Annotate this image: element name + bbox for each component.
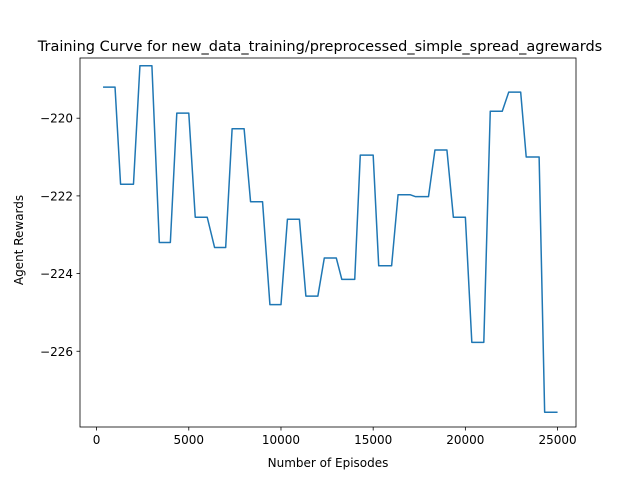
y-axis-label: Agent Rewards	[12, 195, 26, 285]
x-axis-label: Number of Episodes	[268, 456, 389, 470]
series-line-0	[103, 65, 558, 413]
y-tick-label: −224	[40, 267, 73, 281]
y-tick-label: −220	[40, 112, 73, 126]
x-tick-label: 25000	[538, 433, 576, 447]
x-tick-label: 15000	[354, 433, 392, 447]
x-tick-label: 10000	[262, 433, 300, 447]
y-tick-label: −226	[40, 345, 73, 359]
chart-title: Training Curve for new_data_training/pre…	[37, 39, 602, 55]
y-tick-label: −222	[40, 189, 73, 203]
x-tick-label: 0	[93, 433, 101, 447]
x-tick-label: 5000	[174, 433, 205, 447]
plot-area: 0 5000 10000 15000 20000 25000 −226 −224 −222 −22…	[40, 57, 577, 447]
axes-frame	[79, 57, 577, 428]
x-tick-label: 20000	[446, 433, 484, 447]
